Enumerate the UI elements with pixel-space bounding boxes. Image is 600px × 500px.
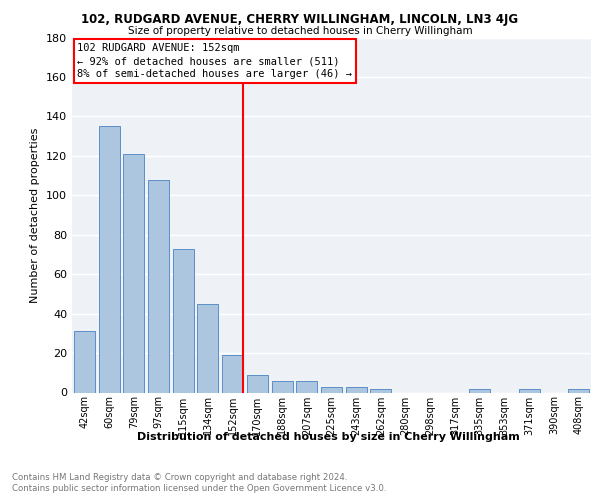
Text: 102 RUDGARD AVENUE: 152sqm
← 92% of detached houses are smaller (511)
8% of semi: 102 RUDGARD AVENUE: 152sqm ← 92% of deta…: [77, 43, 352, 79]
Bar: [519, 388, 540, 392]
Bar: [123, 154, 144, 392]
Text: Contains HM Land Registry data © Crown copyright and database right 2024.: Contains HM Land Registry data © Crown c…: [12, 472, 347, 482]
Bar: [469, 388, 490, 392]
Bar: [197, 304, 218, 392]
Bar: [321, 386, 342, 392]
Bar: [222, 355, 243, 393]
Y-axis label: Number of detached properties: Number of detached properties: [31, 128, 40, 302]
Bar: [98, 126, 119, 392]
Bar: [173, 248, 194, 392]
Bar: [370, 388, 391, 392]
Text: 102, RUDGARD AVENUE, CHERRY WILLINGHAM, LINCOLN, LN3 4JG: 102, RUDGARD AVENUE, CHERRY WILLINGHAM, …: [82, 12, 518, 26]
Text: Distribution of detached houses by size in Cherry Willingham: Distribution of detached houses by size …: [137, 432, 520, 442]
Bar: [346, 386, 367, 392]
Bar: [74, 332, 95, 392]
Bar: [247, 375, 268, 392]
Bar: [296, 380, 317, 392]
Text: Size of property relative to detached houses in Cherry Willingham: Size of property relative to detached ho…: [128, 26, 472, 36]
Bar: [272, 380, 293, 392]
Bar: [148, 180, 169, 392]
Bar: [568, 388, 589, 392]
Text: Contains public sector information licensed under the Open Government Licence v3: Contains public sector information licen…: [12, 484, 386, 493]
